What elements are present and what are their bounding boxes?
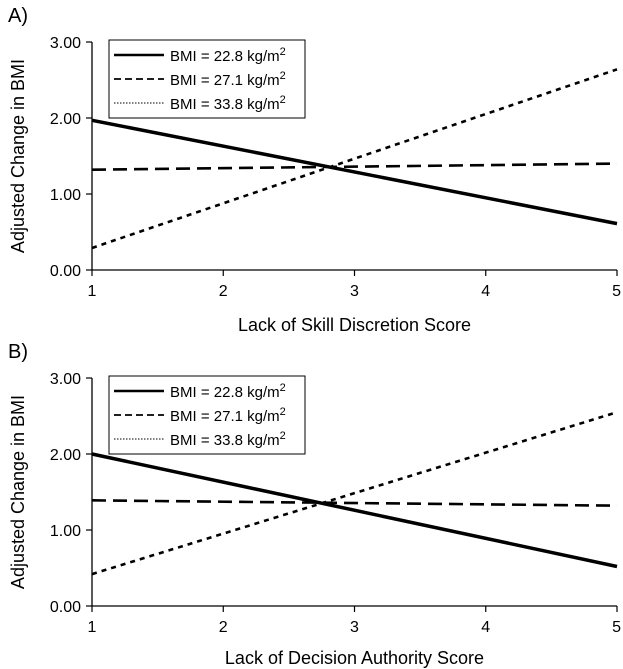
series-line-dashed xyxy=(91,162,618,171)
legend-label: BMI = 22.8 kg/m2 xyxy=(170,382,286,401)
y-tick-label: 3.00 xyxy=(50,371,81,388)
series-line-dashed xyxy=(91,499,618,507)
x-tick-label: 3 xyxy=(350,619,359,636)
chart-panel-b: B) 0.00 1.00 2.00 3.00 1 2 3 4 5 Lack of Decision … xyxy=(8,341,621,668)
x-tick-label: 5 xyxy=(612,283,621,300)
series-line-dotted xyxy=(91,68,618,250)
x-tick-label: 3 xyxy=(350,283,359,300)
x-axis-title: Lack of Skill Discretion Score xyxy=(238,315,471,335)
y-tick-label: 1.00 xyxy=(50,187,81,204)
x-tick-label: 2 xyxy=(219,283,228,300)
legend-label: BMI = 33.8 kg/m2 xyxy=(170,430,286,449)
x-tick-label: 5 xyxy=(612,619,621,636)
x-tick-label: 4 xyxy=(481,619,490,636)
panel-letter: B) xyxy=(8,341,28,363)
y-tick-label: 1.00 xyxy=(50,523,81,540)
legend-label: BMI = 27.1 kg/m2 xyxy=(170,406,286,425)
y-tick-label: 0.00 xyxy=(50,599,81,616)
y-tick-label: 2.00 xyxy=(50,447,81,464)
y-tick-label: 0.00 xyxy=(50,263,81,280)
y-axis-title: Adjusted Change in BMI xyxy=(8,59,28,253)
y-tick-label: 3.00 xyxy=(50,35,81,52)
legend-label: BMI = 27.1 kg/m2 xyxy=(170,70,286,89)
panel-letter: A) xyxy=(8,5,28,27)
y-axis-title: Adjusted Change in BMI xyxy=(8,395,28,589)
series-line-solid xyxy=(91,452,618,569)
x-axis-title: Lack of Decision Authority Score xyxy=(225,648,484,668)
series-line-dotted xyxy=(91,410,618,576)
legend-label: BMI = 22.8 kg/m2 xyxy=(170,46,286,65)
x-tick-label: 1 xyxy=(88,283,97,300)
x-tick-label: 4 xyxy=(481,283,490,300)
x-tick-label: 2 xyxy=(219,619,228,636)
x-tick-label: 1 xyxy=(88,619,97,636)
legend-label: BMI = 33.8 kg/m2 xyxy=(170,94,286,113)
y-tick-label: 2.00 xyxy=(50,111,81,128)
series-line-solid xyxy=(91,118,618,226)
chart-panel-a: A) 0.00 1.00 2.00 3.00 1 2 3 4 5 Lack of Skill Dis… xyxy=(8,5,621,335)
